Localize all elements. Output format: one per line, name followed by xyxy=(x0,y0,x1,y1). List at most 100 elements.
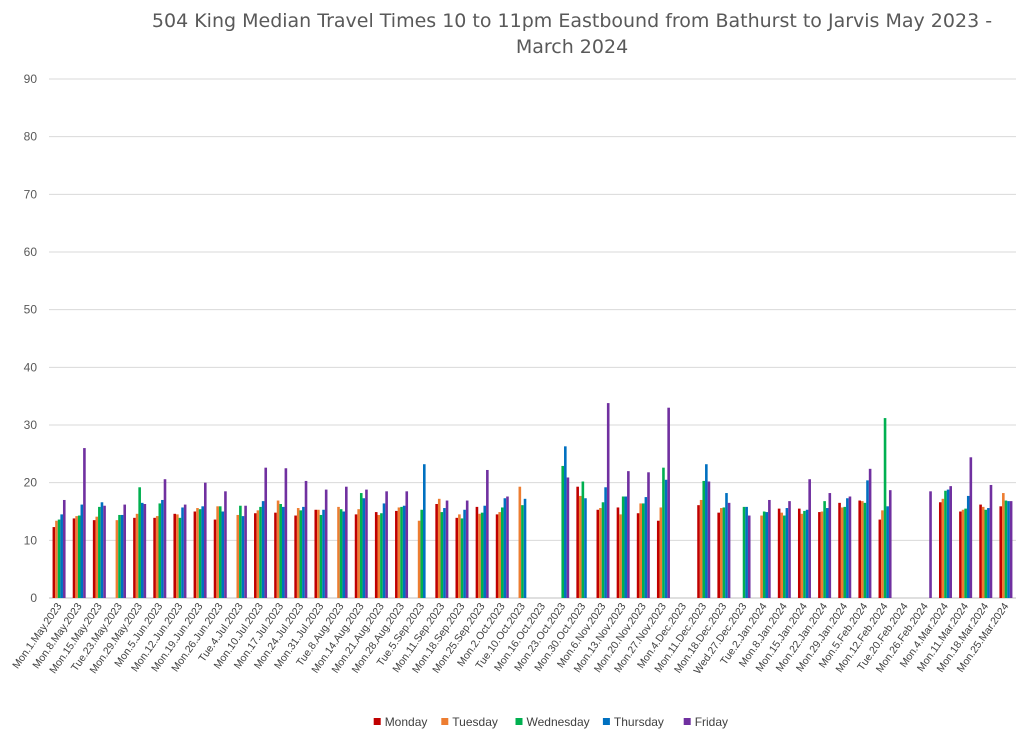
bar-friday xyxy=(989,484,993,598)
bar-wednesday xyxy=(823,501,826,598)
bar-thursday xyxy=(241,516,245,598)
bar-thursday xyxy=(987,508,990,598)
bar-monday xyxy=(92,520,96,598)
bar-wednesday xyxy=(319,514,323,598)
bar-monday xyxy=(878,519,882,598)
bar-wednesday xyxy=(118,514,121,598)
bar-friday xyxy=(606,403,610,598)
bar-friday xyxy=(1009,501,1013,598)
bar-friday xyxy=(627,471,630,598)
bar-tuesday xyxy=(196,508,199,598)
bar-friday xyxy=(123,504,127,598)
bar-thursday xyxy=(261,501,265,598)
y-tick-label: 80 xyxy=(24,130,38,144)
bar-thursday xyxy=(624,496,628,598)
bar-tuesday xyxy=(820,511,824,598)
bar-friday xyxy=(506,496,509,598)
bar-monday xyxy=(959,511,962,598)
bar-friday xyxy=(868,468,872,598)
bar-wednesday xyxy=(198,509,202,598)
bar-tuesday xyxy=(719,508,723,598)
bar-tuesday xyxy=(216,506,219,598)
bar-wednesday xyxy=(1004,500,1008,598)
bar-tuesday xyxy=(518,486,522,598)
bar-wednesday xyxy=(843,506,847,598)
bar-monday xyxy=(133,517,136,598)
bar-thursday xyxy=(825,508,829,598)
bar-wednesday xyxy=(944,490,947,598)
bar-wednesday xyxy=(57,519,61,598)
bar-friday xyxy=(163,479,167,598)
bar-monday xyxy=(274,512,277,598)
bar-thursday xyxy=(785,508,789,598)
y-tick-label: 0 xyxy=(30,591,37,605)
bar-tuesday xyxy=(397,507,401,598)
bar-monday xyxy=(979,504,982,598)
bar-wednesday xyxy=(500,507,504,598)
bar-thursday xyxy=(362,498,366,598)
bar-wednesday xyxy=(218,506,222,598)
bar-tuesday xyxy=(135,513,139,598)
bar-thursday xyxy=(523,498,527,598)
bar-tuesday xyxy=(659,507,663,598)
x-axis-ticks: Mon.1.May.2023Mon.8.May.2023Mon.15.May.2… xyxy=(10,601,1011,677)
y-tick-label: 50 xyxy=(24,303,38,317)
bar-tuesday xyxy=(95,516,99,598)
bar-monday xyxy=(495,514,499,598)
bar-monday xyxy=(173,513,177,598)
bar-monday xyxy=(938,502,942,598)
bar-friday xyxy=(667,407,670,598)
bar-tuesday xyxy=(840,507,844,598)
bar-thursday xyxy=(463,509,466,598)
bar-friday xyxy=(566,477,570,598)
bar-wednesday xyxy=(521,505,524,598)
bar-monday xyxy=(193,511,197,598)
bar-thursday xyxy=(140,502,144,598)
bar-friday xyxy=(848,496,852,598)
bar-wednesday xyxy=(783,515,786,598)
bar-friday xyxy=(284,468,288,598)
bar-thursday xyxy=(946,489,950,598)
bar-monday xyxy=(254,513,257,598)
y-tick-label: 10 xyxy=(24,533,38,547)
legend-label-monday: Monday xyxy=(385,715,428,729)
bar-tuesday xyxy=(478,513,481,598)
bar-friday xyxy=(62,499,66,598)
bar-wednesday xyxy=(984,509,988,598)
bar-tuesday xyxy=(800,513,804,598)
bar-thursday xyxy=(120,514,124,598)
bar-wednesday xyxy=(420,509,423,598)
bar-monday xyxy=(596,509,600,598)
bar-monday xyxy=(717,512,720,598)
bar-thursday xyxy=(221,511,225,598)
bar-monday xyxy=(858,500,862,598)
bar-friday xyxy=(143,504,147,598)
bar-tuesday xyxy=(599,508,602,598)
bar-thursday xyxy=(181,507,184,598)
bar-thursday xyxy=(886,506,889,598)
y-tick-label: 70 xyxy=(24,187,38,201)
bar-tuesday xyxy=(377,514,381,598)
legend-label-friday: Friday xyxy=(695,715,728,729)
bar-friday xyxy=(929,491,932,598)
bar-friday xyxy=(747,515,751,598)
bar-thursday xyxy=(584,498,587,598)
bar-wednesday xyxy=(239,505,242,598)
bar-thursday xyxy=(805,509,809,598)
bar-tuesday xyxy=(498,512,501,598)
bar-wednesday xyxy=(480,512,484,598)
bar-friday xyxy=(304,480,308,598)
bar-tuesday xyxy=(941,498,945,598)
bar-tuesday xyxy=(578,495,582,598)
bar-thursday xyxy=(725,493,728,598)
bar-friday xyxy=(647,472,650,598)
bar-friday xyxy=(768,499,771,598)
bar-thursday xyxy=(281,506,285,598)
bar-tuesday xyxy=(55,520,58,598)
legend-swatch-monday xyxy=(373,718,381,725)
bar-wednesday xyxy=(561,465,565,598)
bar-friday xyxy=(465,500,469,598)
bar-thursday xyxy=(664,479,668,598)
bar-thursday xyxy=(765,512,769,598)
bar-tuesday xyxy=(357,509,360,598)
